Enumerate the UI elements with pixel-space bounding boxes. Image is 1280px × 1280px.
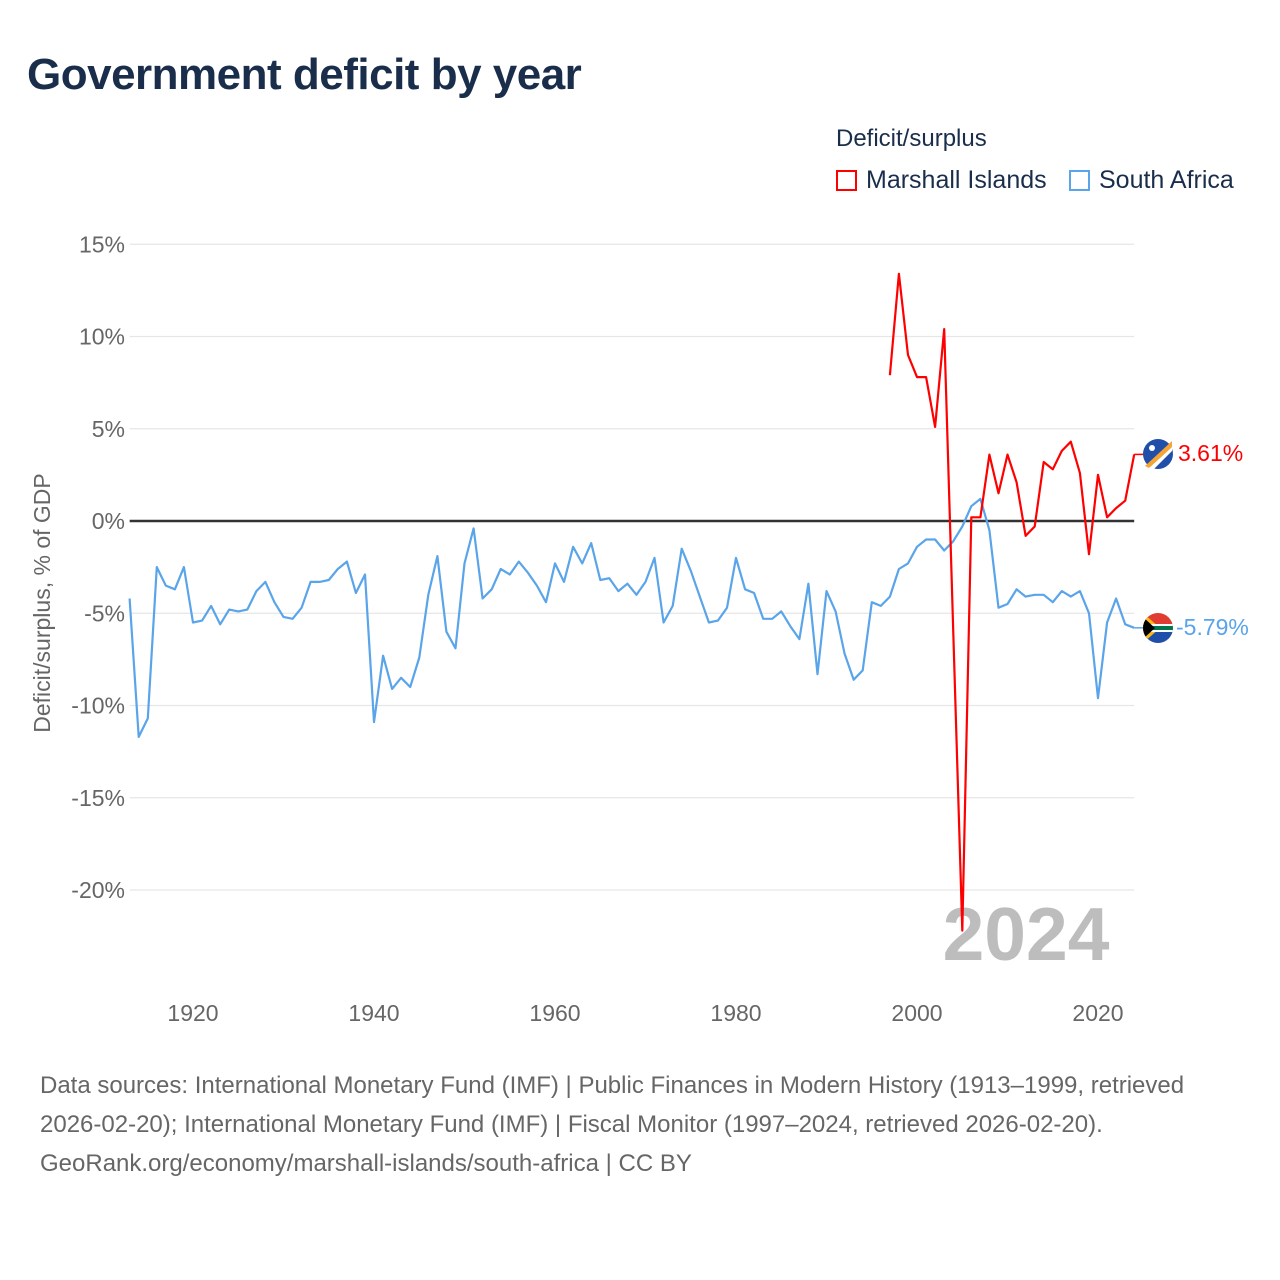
legend-label: Marshall Islands <box>866 166 1047 194</box>
data-sources: Data sources: International Monetary Fun… <box>40 1072 1185 1138</box>
end-label-south-africa: -5.79% <box>1176 614 1249 640</box>
legend-item-south-africa[interactable]: South Africa <box>1069 166 1234 195</box>
y-tick-label: -20% <box>71 877 125 903</box>
y-tick-label: -10% <box>71 693 125 719</box>
chart-title: Government deficit by year <box>27 50 582 99</box>
end-label-marshall-islands: 3.61% <box>1178 440 1243 466</box>
x-tick-label: 1940 <box>348 1000 399 1026</box>
series-line-marshall-islands[interactable] <box>888 272 1136 932</box>
series-line-south-africa[interactable] <box>128 497 1135 739</box>
x-tick-label: 1920 <box>167 1000 218 1026</box>
credit-link[interactable]: GeoRank.org/economy/marshall-islands/sou… <box>40 1150 692 1177</box>
y-axis-label: Deficit/surplus, % of GDP <box>29 473 55 732</box>
legend-label: South Africa <box>1099 166 1234 194</box>
y-tick-label: 0% <box>92 508 125 534</box>
y-tick-label: -15% <box>71 785 125 811</box>
south-africa-flag-icon <box>1143 613 1173 643</box>
x-tick-label: 1980 <box>710 1000 761 1026</box>
y-tick-label: 15% <box>79 231 125 257</box>
y-tick-label: 5% <box>92 416 125 442</box>
x-tick-label: 2020 <box>1072 1000 1123 1026</box>
x-tick-label: 2000 <box>891 1000 942 1026</box>
y-tick-label: -5% <box>84 600 125 626</box>
legend-swatch-icon <box>1069 170 1090 191</box>
legend-item-marshall-islands[interactable]: Marshall Islands <box>836 166 1047 195</box>
x-tick-label: 1960 <box>529 1000 580 1026</box>
footer: Data sources: International Monetary Fun… <box>40 1066 1240 1183</box>
legend-swatch-icon <box>836 170 857 191</box>
y-tick-label: 10% <box>79 324 125 350</box>
year-watermark: 2024 <box>943 892 1110 976</box>
marshall-islands-flag-icon <box>1143 439 1173 470</box>
legend-title: Deficit/surplus <box>836 125 987 152</box>
